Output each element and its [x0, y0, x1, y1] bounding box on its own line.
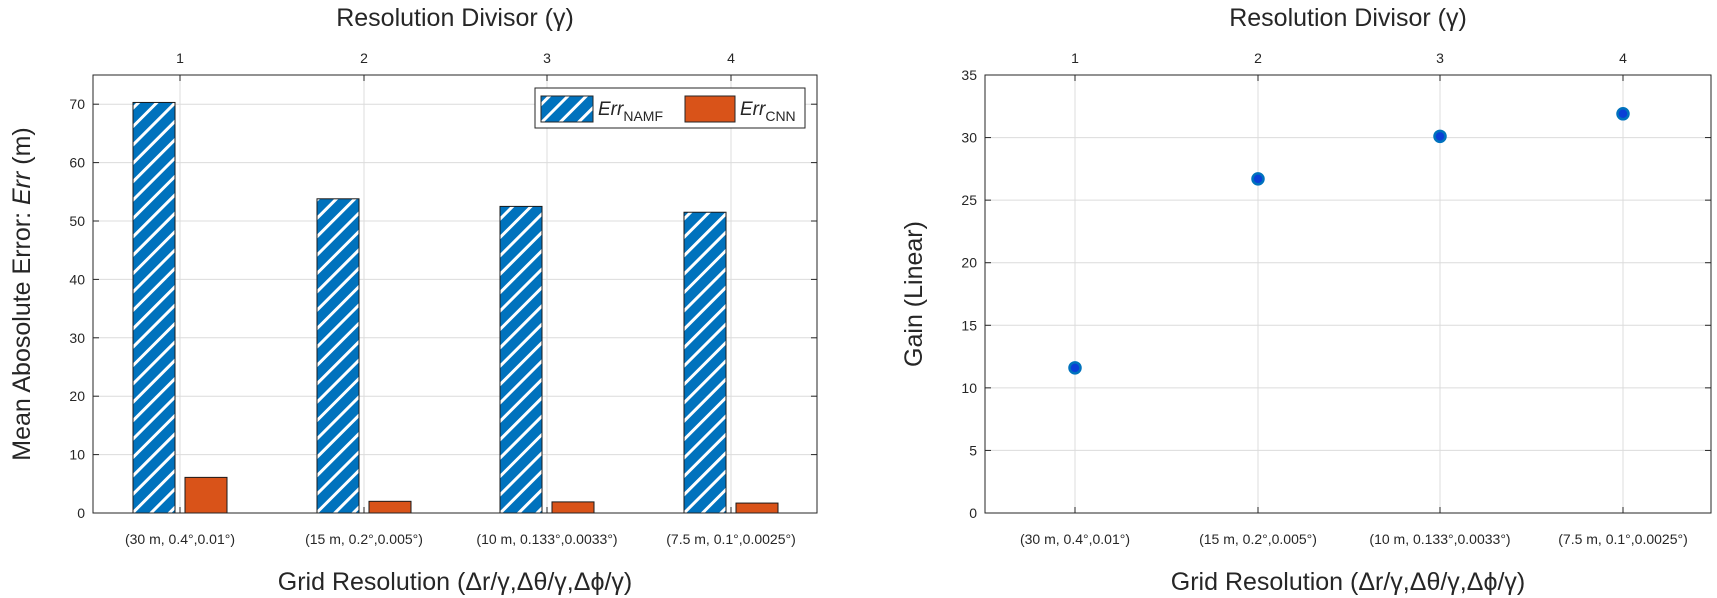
y-tick-label: 40: [69, 271, 85, 287]
y-tick-label: 70: [69, 96, 85, 112]
top-tick-label: 3: [543, 50, 551, 66]
x-tick-label: (7.5 m, 0.1°,0.0025°): [666, 531, 796, 547]
x-tick-label: (10 m, 0.133°,0.0033°): [476, 531, 617, 547]
y-tick-label: 60: [69, 155, 85, 171]
top-tick-label: 4: [1619, 50, 1627, 66]
gain-point: [1251, 172, 1265, 186]
top-axis-label: Resolution Divisor (γ): [1229, 4, 1467, 32]
x-tick-label: (30 m, 0.4°,0.01°): [125, 531, 235, 547]
y-axis-label: Mean Abosolute Error: Err (m): [8, 127, 36, 460]
bar-err-namf: [316, 198, 360, 514]
y-tick-label: 0: [969, 505, 977, 521]
y-tick-label: 20: [69, 388, 85, 404]
top-tick-label: 2: [360, 50, 368, 66]
y-tick-label: 5: [969, 442, 977, 458]
y-tick-label: 25: [961, 192, 977, 208]
y-tick-label: 10: [961, 380, 977, 396]
y-tick-label: 20: [961, 255, 977, 271]
legend-swatch-cnn: [684, 95, 736, 123]
x-tick-label: (30 m, 0.4°,0.01°): [1020, 531, 1130, 547]
x-axis-label: Grid Resolution (Δr/γ,Δθ/γ,Δϕ/γ): [278, 568, 632, 596]
top-tick-label: 1: [176, 50, 184, 66]
bar-err-cnn: [184, 476, 228, 514]
y-tick-label: 35: [961, 67, 977, 83]
legend-swatch-namf: [540, 95, 594, 123]
top-tick-label: 4: [727, 50, 735, 66]
bar-err-cnn: [735, 502, 779, 514]
top-tick-label: 3: [1436, 50, 1444, 66]
bar-err-cnn: [551, 501, 595, 514]
plot-frame: [92, 74, 818, 514]
y-tick-label: 30: [961, 130, 977, 146]
gain-point: [1433, 129, 1447, 144]
error-bar-chart: 0 10 20 30 40 50 60 70 (30 m, 0.4°,0.01°) (15 m,…: [8, 4, 818, 596]
y-tick-label: 10: [69, 447, 85, 463]
y-tick-label: 0: [77, 505, 85, 521]
bar-err-namf: [683, 211, 727, 514]
top-axis-label: Resolution Divisor (γ): [336, 4, 574, 32]
bar-err-namf: [132, 101, 176, 514]
bar-err-namf: [499, 205, 543, 514]
x-tick-label: (15 m, 0.2°,0.005°): [305, 531, 423, 547]
y-tick-label: 50: [69, 213, 85, 229]
bar-err-cnn: [368, 500, 412, 514]
x-tick-label: (10 m, 0.133°,0.0033°): [1369, 531, 1510, 547]
y-axis-label: Gain (Linear): [900, 221, 928, 367]
top-tick-label: 1: [1071, 50, 1079, 66]
gain-point: [1068, 361, 1082, 375]
y-tick-label: 30: [69, 330, 85, 346]
legend-label-namf: ErrNAMF: [598, 99, 663, 124]
top-tick-label: 2: [1254, 50, 1262, 66]
plot-frame: [984, 74, 1712, 514]
x-tick-label: (15 m, 0.2°,0.005°): [1199, 531, 1317, 547]
y-tick-label: 15: [961, 317, 977, 333]
x-tick-label: (7.5 m, 0.1°,0.0025°): [1558, 531, 1688, 547]
legend-label-cnn: ErrCNN: [740, 99, 796, 124]
gain-point: [1616, 107, 1630, 121]
gain-scatter-chart: 0 5 10 15 20 25 30 35 (30 m, 0.4°,0.01°) (15 m, …: [900, 4, 1712, 596]
x-axis-label: Grid Resolution (Δr/γ,Δθ/γ,Δϕ/γ): [1171, 568, 1525, 596]
legend: ErrNAMF ErrCNN: [534, 87, 806, 129]
